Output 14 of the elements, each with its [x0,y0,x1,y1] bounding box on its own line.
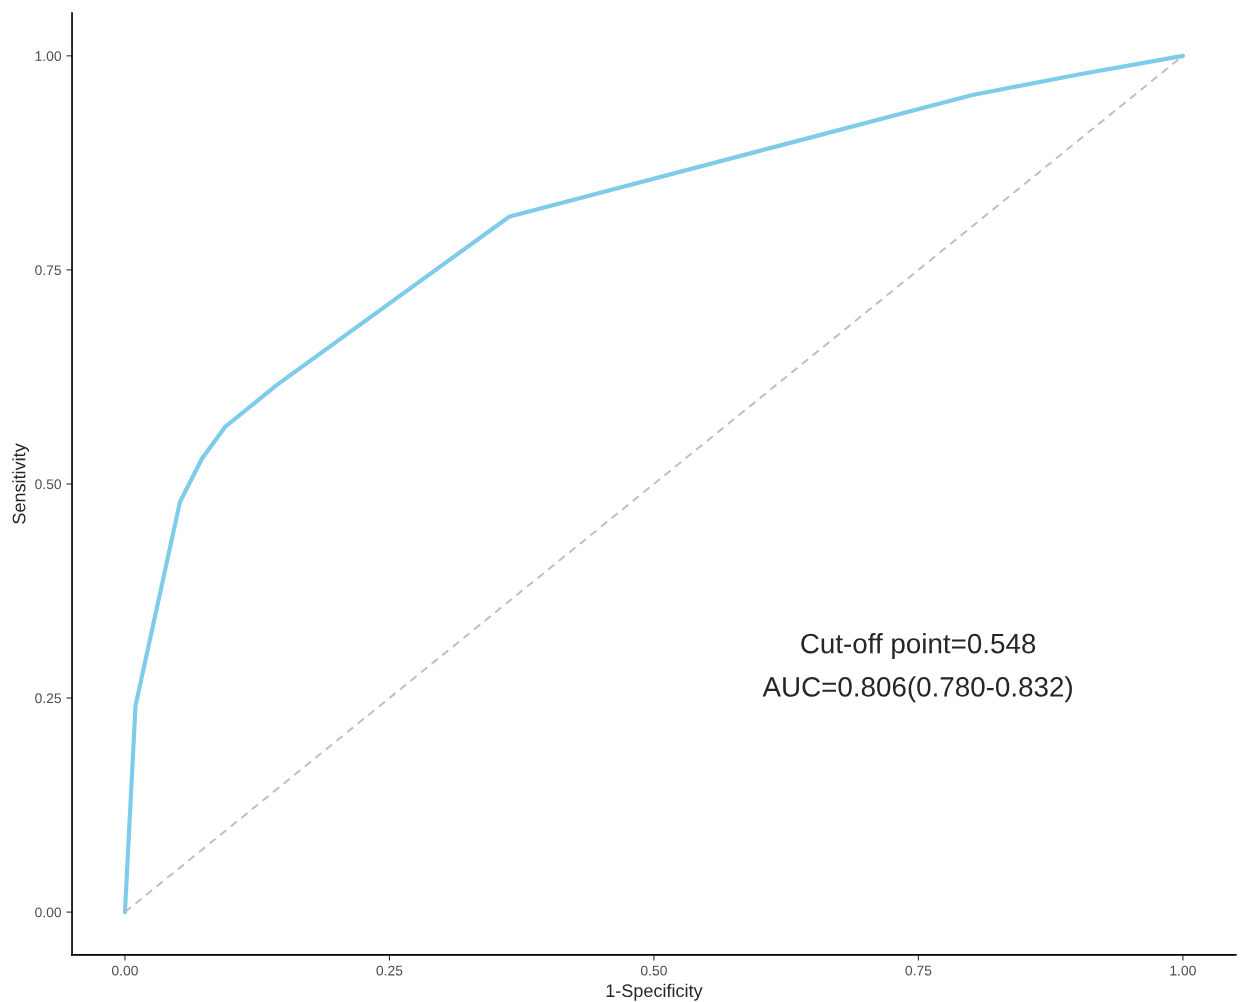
x-tick-label: 0.50 [640,965,667,976]
y-tick-label: 0.50 [35,479,62,490]
y-axis-title: Sensitivity [12,443,30,524]
x-tick-label: 0.00 [111,965,138,976]
annotation: AUC=0.806(0.780-0.832) [762,676,1072,703]
y-tick-label: 0.25 [35,693,62,704]
x-tick-label: 0.75 [905,965,932,976]
annotation: Cut-off point=0.548 [801,633,1036,659]
x-tick-label: 1.00 [1170,965,1196,976]
x-axis-title: 1-Specificity [606,983,703,1001]
y-tick-label: 0.00 [35,907,62,918]
y-tick-label: 0.75 [35,265,62,276]
y-tick-label: 1.00 [35,51,62,62]
x-tick-label: 0.25 [376,965,403,976]
